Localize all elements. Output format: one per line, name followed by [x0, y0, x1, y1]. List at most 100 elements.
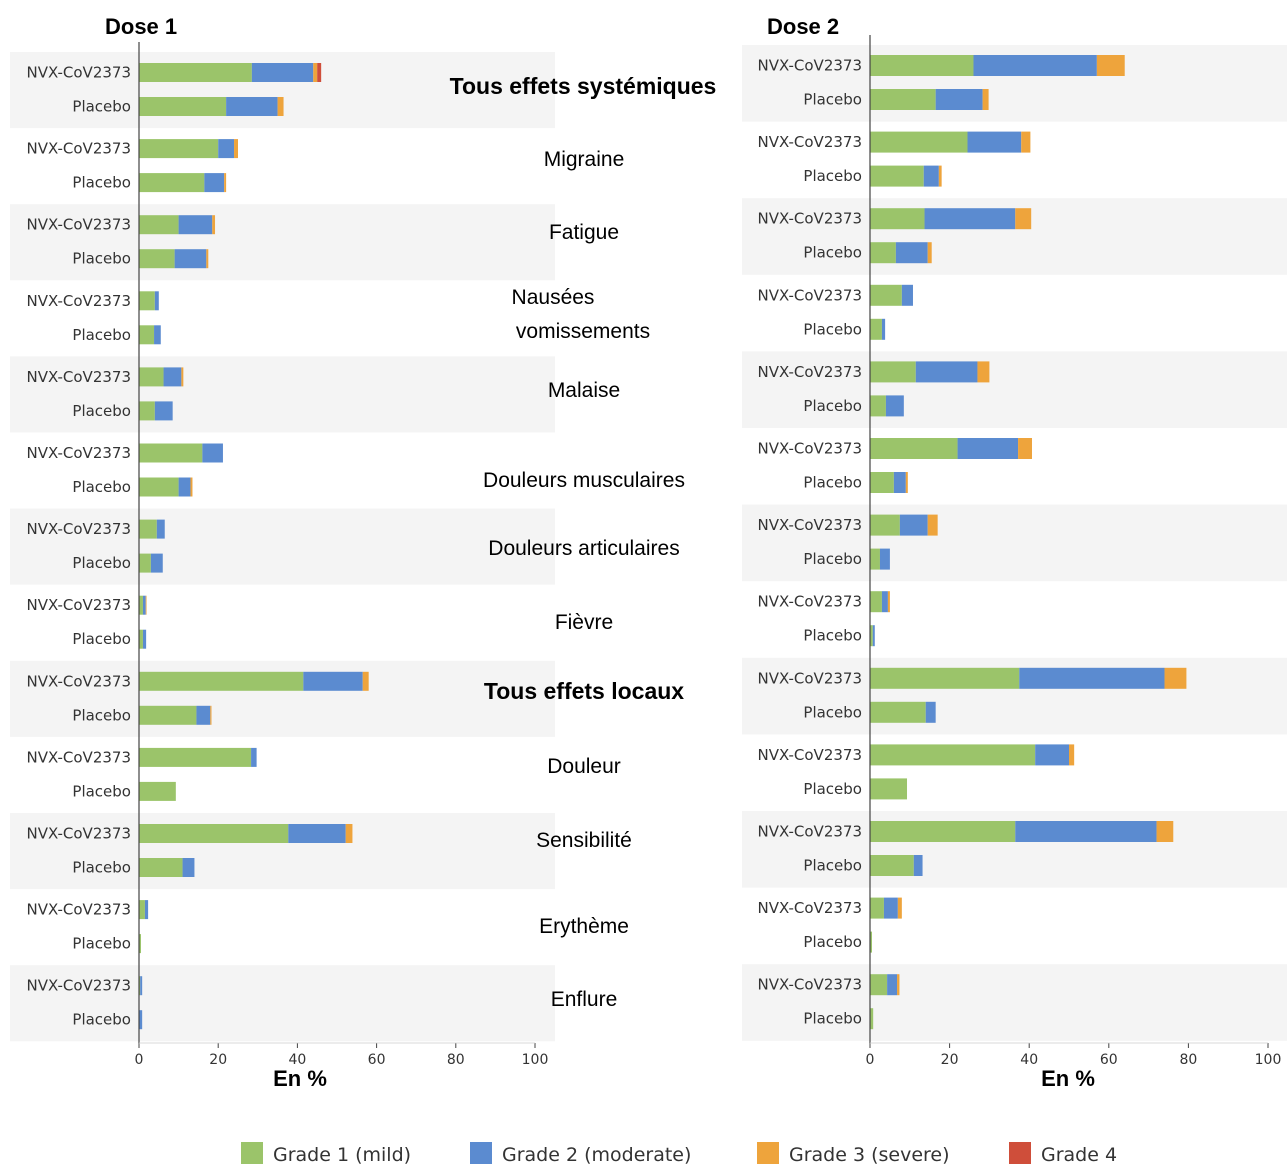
bar-segment: [897, 974, 900, 996]
bar-segment: [870, 855, 914, 876]
bar-segment: [913, 855, 923, 876]
bar-segment: [897, 897, 902, 919]
category-label: Placebo: [72, 554, 131, 572]
x-tick-label: 60: [1100, 1052, 1118, 1068]
bar-segment: [210, 705, 212, 725]
category-label: NVX-CoV2373: [26, 64, 131, 82]
bar-segment: [224, 173, 227, 193]
effect-label: Douleurs articulaires: [488, 537, 679, 560]
legend-label: Grade 1 (mild): [273, 1144, 411, 1166]
bar-segment: [879, 548, 890, 570]
bar-segment: [204, 173, 225, 193]
category-label: NVX-CoV2373: [757, 363, 862, 381]
effect-label: Sensibilité: [536, 829, 632, 852]
category-label: Placebo: [803, 320, 862, 338]
category-label: Placebo: [803, 1010, 862, 1028]
legend-swatch: [1009, 1142, 1031, 1164]
category-label: Placebo: [803, 703, 862, 721]
bar-segment: [870, 361, 916, 383]
bar-segment: [870, 395, 886, 417]
category-label: Placebo: [803, 627, 862, 645]
bar-segment: [277, 97, 284, 116]
category-label: NVX-CoV2373: [757, 976, 862, 994]
bar-segment: [139, 824, 289, 843]
bar-segment: [139, 367, 164, 387]
bar-segment: [1096, 55, 1125, 76]
bar-segment: [925, 701, 936, 723]
effect-label: Fatigue: [549, 221, 619, 244]
bar-segment: [1021, 131, 1031, 153]
bar-segment: [139, 705, 197, 725]
category-label: NVX-CoV2373: [757, 133, 862, 151]
category-label: Placebo: [72, 1011, 131, 1029]
bar-segment: [142, 629, 147, 649]
bar-segment: [870, 701, 926, 723]
bar-segment: [251, 747, 257, 767]
bar-segment: [923, 165, 939, 187]
bar-segment: [1018, 438, 1032, 459]
legend-swatch: [757, 1142, 779, 1164]
effect-label: Douleur: [547, 755, 621, 778]
effect-label: Tous effets systémiques: [450, 73, 717, 99]
bar-segment: [905, 472, 908, 493]
bar-segment: [139, 747, 252, 767]
bar-segment: [139, 97, 227, 116]
bar-segment: [145, 595, 147, 615]
bar-segment: [870, 284, 902, 306]
category-label: Placebo: [72, 630, 131, 648]
category-label: Placebo: [803, 397, 862, 415]
x-axis-title: En %: [1041, 1066, 1095, 1091]
bar-segment: [226, 97, 278, 116]
bar-segment: [1019, 667, 1165, 689]
category-label: NVX-CoV2373: [26, 825, 131, 843]
category-label: NVX-CoV2373: [26, 368, 131, 386]
bar-segment: [895, 242, 928, 264]
legend-swatch: [241, 1142, 263, 1164]
bar-segment: [139, 781, 176, 801]
bar-segment: [317, 63, 322, 82]
x-tick-label: 40: [288, 1052, 306, 1068]
effect-label: Malaise: [548, 379, 620, 402]
category-label: NVX-CoV2373: [757, 899, 862, 917]
bar-segment: [872, 625, 875, 647]
bar-segment: [870, 89, 936, 110]
bar-segment: [870, 744, 1036, 766]
row-band: [742, 964, 1287, 1041]
bar-segment: [144, 900, 149, 920]
category-label: Placebo: [803, 933, 862, 951]
legend-label: Grade 3 (severe): [789, 1144, 950, 1166]
bar-segment: [139, 629, 143, 649]
category-label: NVX-CoV2373: [757, 57, 862, 75]
category-label: Placebo: [803, 167, 862, 185]
x-axis-title: En %: [273, 1066, 327, 1091]
effect-label: vomissements: [516, 320, 650, 343]
bar-segment: [938, 165, 942, 187]
bar-segment: [870, 208, 925, 230]
category-label: NVX-CoV2373: [26, 140, 131, 158]
bar-segment: [234, 139, 238, 159]
bar-segment: [870, 472, 894, 493]
category-label: NVX-CoV2373: [26, 672, 131, 690]
bar-segment: [881, 318, 886, 340]
bar-segment: [139, 291, 155, 311]
bar-segment: [977, 361, 990, 383]
bar-segment: [139, 934, 141, 954]
x-tick-label: 0: [866, 1052, 875, 1068]
bar-segment: [202, 443, 223, 463]
bar-segment: [154, 325, 161, 345]
bar-segment: [139, 215, 179, 235]
bars-layer: [139, 55, 1187, 1030]
category-label: NVX-CoV2373: [757, 593, 862, 611]
x-tick-label: 0: [135, 1052, 144, 1068]
bar-segment: [154, 291, 159, 311]
legend: Grade 1 (mild) Grade 2 (moderate) Grade 3 …: [241, 1142, 1117, 1166]
bar-segment: [927, 242, 932, 264]
bar-segment: [893, 472, 906, 493]
effect-label: Douleurs musculaires: [483, 469, 685, 492]
effect-label: Tous effets locaux: [484, 678, 684, 704]
category-label: Placebo: [72, 859, 131, 877]
category-label: NVX-CoV2373: [757, 746, 862, 764]
bar-segment: [139, 249, 175, 269]
bar-segment: [870, 55, 974, 76]
